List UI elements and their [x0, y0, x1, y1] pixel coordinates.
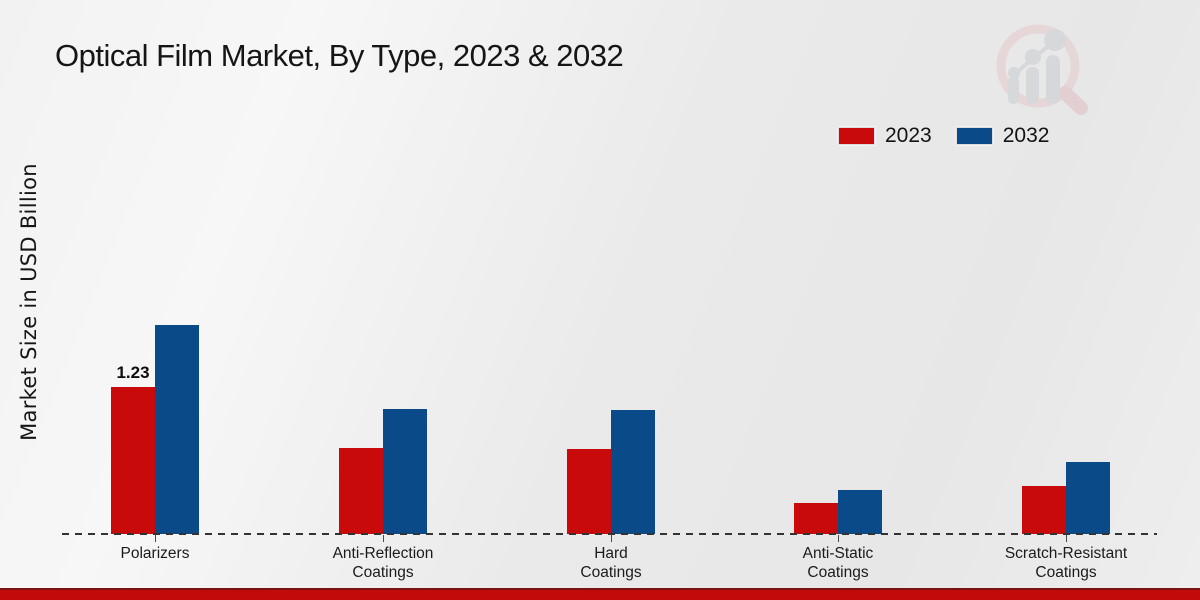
legend-swatch-2032: [955, 127, 993, 145]
bar-value-label: 1.23: [116, 363, 150, 382]
footer-stripe: [0, 588, 1200, 600]
x-axis-tick: [155, 535, 156, 542]
x-axis-tick: [838, 535, 839, 542]
bar-2023-anti-reflection-coatings: [339, 448, 383, 534]
category-label-anti-reflection-coatings: Anti-Reflection Coatings: [332, 545, 434, 581]
legend: 2023 2032: [838, 124, 1049, 148]
bar-2032-polarizers: [155, 325, 199, 534]
x-axis-tick: [1066, 535, 1067, 542]
chart-title: Optical Film Market, By Type, 2023 & 203…: [55, 38, 624, 73]
bar-2023-anti-static-coatings: [794, 503, 838, 534]
legend-item-2032: 2032: [955, 124, 1050, 148]
x-axis-tick: [383, 535, 384, 542]
bar-2023-hard-coatings: [567, 449, 611, 534]
legend-swatch-2023: [838, 127, 875, 145]
legend-item-2023: 2023: [838, 124, 932, 148]
bar-2032-scratch-resistant-coatings: [1066, 462, 1110, 534]
legend-label-2023: 2023: [885, 124, 932, 147]
bar-2023-polarizers: [111, 387, 155, 534]
category-label-scratch-resistant-coatings: Scratch-Resistant Coatings: [1004, 545, 1128, 581]
bar-2032-anti-reflection-coatings: [383, 409, 427, 534]
bar-2023-scratch-resistant-coatings: [1022, 486, 1066, 534]
x-axis-tick: [611, 535, 612, 542]
magnifier-bar-chart-icon: [996, 24, 1088, 115]
category-label-anti-static-coatings: Anti-Static Coatings: [802, 545, 874, 581]
bar-2032-anti-static-coatings: [838, 490, 882, 534]
category-label-hard-coatings: Hard Coatings: [580, 545, 642, 581]
x-axis-baseline: [62, 533, 1157, 535]
brand-logo-watermark: [988, 20, 1092, 116]
legend-label-2032: 2032: [1002, 124, 1050, 147]
category-label-polarizers: Polarizers: [120, 545, 190, 562]
bar-2032-hard-coatings: [611, 410, 655, 534]
